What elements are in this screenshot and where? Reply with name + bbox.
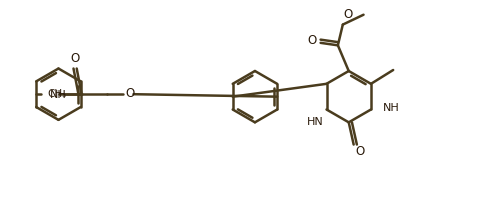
Text: O: O (70, 52, 80, 65)
Text: O: O (356, 145, 364, 158)
Text: O: O (308, 34, 317, 47)
Text: NH: NH (384, 103, 400, 113)
Text: HN: HN (308, 117, 324, 127)
Text: CH₃: CH₃ (48, 89, 66, 99)
Text: O: O (343, 8, 352, 21)
Text: O: O (125, 87, 134, 100)
Text: NH: NH (50, 90, 67, 100)
